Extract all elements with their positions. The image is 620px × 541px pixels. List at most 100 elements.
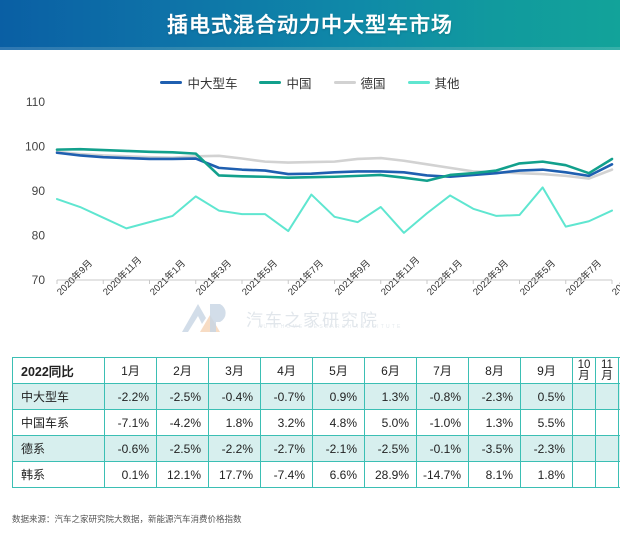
table-cell-value: -1.0% xyxy=(416,409,469,436)
legend-swatch-icon xyxy=(259,80,282,84)
line-chart-svg: 70 80 90 100 110 xyxy=(25,95,614,287)
table-cell-value: -2.2% xyxy=(104,383,157,410)
table-cell-empty xyxy=(595,409,619,436)
table-column-header-6月: 6月 xyxy=(364,357,417,384)
table-header-row: 2022同比 1月2月3月4月5月6月7月8月9月10月11月12月 xyxy=(12,357,620,384)
table-cell-value: -2.3% xyxy=(520,435,573,462)
series-line-中大型车 xyxy=(55,151,614,179)
table-head: 2022同比 1月2月3月4月5月6月7月8月9月10月11月12月 xyxy=(12,357,620,384)
table-cell-value: -2.5% xyxy=(364,435,417,462)
y-axis-tick-label: 80 xyxy=(32,229,46,243)
table-cell-value: 0.1% xyxy=(104,461,157,488)
table-cell-value: 1.8% xyxy=(208,409,261,436)
table-row-label: 韩系 xyxy=(12,461,105,488)
table-cell-value: -0.1% xyxy=(416,435,469,462)
table-column-header-8月: 8月 xyxy=(468,357,521,384)
table-cell-value: -0.6% xyxy=(104,435,157,462)
table-cell-value: -14.7% xyxy=(416,461,469,488)
table-cell-value: 0.9% xyxy=(312,383,365,410)
table-cell-value: 12.1% xyxy=(156,461,209,488)
legend-swatch-icon xyxy=(333,80,356,84)
table-cell-value: 17.7% xyxy=(208,461,261,488)
table-row: 韩系 0.1% 12.1% 17.7% -7.4% 6.6% 28.9% -14.7% 8.1%… xyxy=(12,461,620,488)
table-column-header-1月: 1月 xyxy=(104,357,157,384)
table-cell-value: 4.8% xyxy=(312,409,365,436)
table-cell-empty xyxy=(572,461,596,488)
chart-container: 中大型车 中国 德国 其他 70 80 90 100 110 2020年9月 2020年11月 2… xyxy=(0,52,620,344)
legend-swatch-icon xyxy=(407,80,430,84)
table-corner-label: 2022同比 xyxy=(12,357,105,384)
legend-item-1[interactable]: 中国 xyxy=(259,73,312,92)
y-axis-tick-label: 100 xyxy=(25,140,45,154)
table-cell-value: -2.7% xyxy=(260,435,313,462)
page-header-banner: 插电式混合动力中大型车市场 xyxy=(0,0,620,47)
table-cell-empty xyxy=(595,461,619,488)
table-cell-value: 5.5% xyxy=(520,409,573,436)
y-axis-tick-label: 110 xyxy=(26,95,45,109)
table-column-header-2月: 2月 xyxy=(156,357,209,384)
table-cell-value: 1.3% xyxy=(468,409,521,436)
legend-item-3[interactable]: 其他 xyxy=(407,73,460,92)
chart-plot-area: 70 80 90 100 110 xyxy=(0,94,620,292)
y-axis-tick-label: 70 xyxy=(32,273,46,287)
page-title: 插电式混合动力中大型车市场 xyxy=(167,13,453,37)
table-cell-value: -0.4% xyxy=(208,383,261,410)
table-cell-empty xyxy=(572,435,596,462)
table-cell-value: -2.5% xyxy=(156,383,209,410)
legend-label: 中国 xyxy=(286,76,312,91)
table-column-header-4月: 4月 xyxy=(260,357,313,384)
legend-label: 德国 xyxy=(360,76,386,91)
table-row-label: 中国车系 xyxy=(12,409,105,436)
table-cell-value: 3.2% xyxy=(260,409,313,436)
table-cell-value: 1.8% xyxy=(520,461,573,488)
table-column-header-3月: 3月 xyxy=(208,357,261,384)
table-cell-empty xyxy=(595,435,619,462)
table-cell-empty xyxy=(572,383,596,410)
table-cell-value: -2.1% xyxy=(312,435,365,462)
table-cell-empty xyxy=(618,461,620,488)
table-cell-value: -3.5% xyxy=(468,435,521,462)
table-cell-value: -0.7% xyxy=(260,383,313,410)
table-cell-value: 1.3% xyxy=(364,383,417,410)
legend-swatch-icon xyxy=(160,80,183,84)
table-cell-value: -2.2% xyxy=(208,435,261,462)
chart-legend: 中大型车 中国 德国 其他 xyxy=(0,72,620,92)
table-row-label: 中大型车 xyxy=(12,383,105,410)
table-cell-value: -0.8% xyxy=(416,383,469,410)
table-column-header-5月: 5月 xyxy=(312,357,365,384)
x-axis-labels: 2020年9月 2020年11月 2021年1月 2021年3月 2021年5月 2021… xyxy=(0,255,620,344)
legend-item-2[interactable]: 德国 xyxy=(333,73,386,92)
table-cell-empty xyxy=(595,383,619,410)
table-row-label: 德系 xyxy=(12,435,105,462)
table-column-header-9月: 9月 xyxy=(520,357,573,384)
series-line-德国 xyxy=(55,150,614,180)
table-body: 中大型车 -2.2% -2.5% -0.4% -0.7% 0.9% 1.3% -0.8% -2.… xyxy=(12,383,620,488)
table-row: 中国车系 -7.1% -4.2% 1.8% 3.2% 4.8% 5.0% -1.0% 1.3% 5… xyxy=(12,409,620,436)
legend-label: 其他 xyxy=(434,76,460,91)
table-column-header-11月: 11月 xyxy=(595,357,619,384)
yoy-comparison-table: 2022同比 1月2月3月4月5月6月7月8月9月10月11月12月 中大型车-… xyxy=(12,357,620,488)
table-row: 中大型车 -2.2% -2.5% -0.4% -0.7% 0.9% 1.3% -0.8% -2.… xyxy=(12,383,620,410)
table-cell-value: -4.2% xyxy=(156,409,209,436)
table-cell-value: -2.5% xyxy=(156,435,209,462)
source-note: 数据来源：汽车之家研究院大数据，新能源汽车消费价格指数 xyxy=(12,514,242,524)
legend-label: 中大型车 xyxy=(187,76,238,91)
table-row: 德系 -0.6% -2.5% -2.2% -2.7% -2.1% -2.5% -0.1% -3.… xyxy=(12,435,620,462)
y-axis-tick-label: 90 xyxy=(32,184,46,198)
table-cell-value: 8.1% xyxy=(468,461,521,488)
header-underline xyxy=(0,47,620,50)
table-cell-value: 28.9% xyxy=(364,461,417,488)
table-cell-empty xyxy=(572,409,596,436)
table-cell-value: 5.0% xyxy=(364,409,417,436)
series-line-中国 xyxy=(55,147,614,183)
table-cell-value: 6.6% xyxy=(312,461,365,488)
comparison-table-wrapper: 2022同比 1月2月3月4月5月6月7月8月9月10月11月12月 中大型车-… xyxy=(12,357,620,488)
table-cell-value: -2.3% xyxy=(468,383,521,410)
table-cell-value: -7.1% xyxy=(104,409,157,436)
table-column-header-7月: 7月 xyxy=(416,357,469,384)
series-line-其他 xyxy=(56,186,613,234)
table-column-header-10月: 10月 xyxy=(572,357,596,384)
table-cell-value: -7.4% xyxy=(260,461,313,488)
table-cell-value: 0.5% xyxy=(520,383,573,410)
legend-item-0[interactable]: 中大型车 xyxy=(160,73,237,92)
